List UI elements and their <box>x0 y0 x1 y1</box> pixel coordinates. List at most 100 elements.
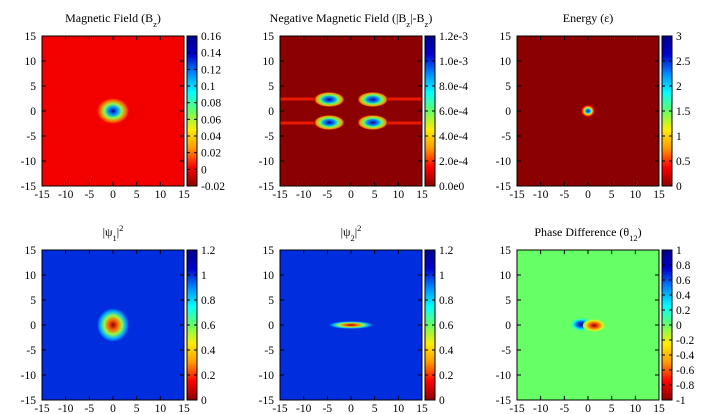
y-tick-label: 5 <box>30 295 36 307</box>
x-tick-label: 5 <box>609 403 615 414</box>
colorbar-label: 0.8 <box>439 295 454 307</box>
colorbar <box>187 36 197 186</box>
colorbar-label: 0.8 <box>201 295 216 307</box>
x-tick-label: 5 <box>134 403 140 414</box>
panel-title: Phase Difference (θ12) <box>534 225 641 243</box>
heatmap-lobe <box>314 115 345 130</box>
x-tick-label: -5 <box>323 189 333 201</box>
colorbar-label: 2.5 <box>676 56 691 68</box>
y-tick-label: 15 <box>500 245 512 257</box>
x-tick-label: 0 <box>348 403 354 414</box>
colorbar-label: -0.6 <box>676 365 694 377</box>
colorbar-label: 1 <box>676 131 682 143</box>
x-tick-label: -10 <box>533 403 549 414</box>
heatmap-core <box>328 321 374 329</box>
heatmap-lobe-negative <box>582 319 606 332</box>
colorbar-label: 0.12 <box>201 64 221 76</box>
colorbar-label: 8.0e-4 <box>439 81 468 93</box>
x-tick-label: 15 <box>178 403 190 414</box>
colorbar-label: 0 <box>439 395 445 407</box>
x-tick-label: 10 <box>393 189 405 201</box>
y-tick-label: 15 <box>25 31 37 43</box>
colorbar-label: 0.6 <box>676 275 691 287</box>
x-tick-label: 10 <box>630 189 642 201</box>
panel-title: Magnetic Field (Bz) <box>65 11 161 29</box>
x-tick-label: -15 <box>272 403 288 414</box>
x-tick-label: -5 <box>85 189 95 201</box>
x-tick-label: 0 <box>585 403 591 414</box>
y-tick-label: -15 <box>496 181 512 193</box>
heatmap-streak <box>374 121 422 125</box>
colorbar <box>187 250 197 400</box>
colorbar-label: 1.2e-3 <box>439 31 468 43</box>
colorbar-label: 0.5 <box>676 156 691 168</box>
colorbar-label: 3 <box>676 31 682 43</box>
heatmap-peak <box>580 104 596 118</box>
x-tick-label: -10 <box>58 189 74 201</box>
x-tick-label: 5 <box>372 403 378 414</box>
colorbar-label: -0.02 <box>201 181 225 193</box>
y-tick-label: -15 <box>496 395 512 407</box>
x-tick-label: 15 <box>416 189 428 201</box>
y-tick-label: -15 <box>259 395 275 407</box>
y-tick-label: 0 <box>505 320 511 332</box>
colorbar-label: 0.04 <box>201 131 221 143</box>
y-tick-label: 15 <box>25 245 37 257</box>
colorbar-label: 0.8 <box>676 260 691 272</box>
y-tick-label: 0 <box>268 106 274 118</box>
x-tick-label: -15 <box>272 189 288 201</box>
y-tick-label: -10 <box>496 156 512 168</box>
x-tick-label: -10 <box>296 403 312 414</box>
y-tick-label: 0 <box>30 320 36 332</box>
x-tick-label: 5 <box>134 189 140 201</box>
y-tick-label: -10 <box>21 156 37 168</box>
heatmap-streak <box>374 97 422 101</box>
colorbar-label: 1.0e-3 <box>439 56 468 68</box>
panel-title: |ψ1|2 <box>103 223 124 243</box>
colorbar-label: 0.2 <box>676 305 691 317</box>
y-tick-label: -10 <box>496 370 512 382</box>
x-tick-label: 15 <box>178 189 190 201</box>
x-tick-label: 10 <box>393 403 405 414</box>
x-tick-label: 15 <box>653 189 665 201</box>
colorbar-label: 0.4 <box>201 345 216 357</box>
x-tick-label: -15 <box>34 403 50 414</box>
x-tick-label: 10 <box>630 403 642 414</box>
x-tick-label: -5 <box>560 403 570 414</box>
colorbar-label: 6.0e-4 <box>439 106 468 118</box>
x-tick-label: -5 <box>85 403 95 414</box>
colorbar-label: 4.0e-4 <box>439 131 468 143</box>
y-tick-label: -10 <box>259 370 275 382</box>
x-tick-label: 0 <box>348 189 354 201</box>
colorbar-label: 0.02 <box>201 148 221 160</box>
heatmap-streak <box>280 97 328 101</box>
y-tick-label: 10 <box>500 56 512 68</box>
colorbar-label: 0.6 <box>201 320 216 332</box>
heatmap-background <box>280 36 422 186</box>
colorbar-label: 0.08 <box>201 98 221 110</box>
y-tick-label: 5 <box>268 295 274 307</box>
colorbar-label: 0.2 <box>439 370 454 382</box>
y-tick-label: 10 <box>263 270 275 282</box>
x-tick-label: 0 <box>110 403 116 414</box>
y-tick-label: 15 <box>263 31 275 43</box>
colorbar-label: 0 <box>201 164 207 176</box>
y-tick-label: 10 <box>25 56 37 68</box>
heatmap-lobe <box>357 92 388 107</box>
heatmap-core <box>97 308 129 342</box>
colorbar-frame <box>186 35 198 187</box>
x-tick-label: -5 <box>560 189 570 201</box>
heatmap-peak <box>97 98 129 124</box>
colorbar-label: 0.1 <box>201 81 216 93</box>
panel-4: -15 -10 -5 0 5 10 15 -15 -10 -5 0 5 10 15 |ψ1|2 1.2 1 0.8… <box>21 223 216 414</box>
x-tick-label: 0 <box>110 189 116 201</box>
y-tick-label: 15 <box>263 245 275 257</box>
y-tick-label: -5 <box>501 345 511 357</box>
colorbar <box>425 36 435 186</box>
colorbar-label: 0 <box>676 181 682 193</box>
x-tick-label: -15 <box>509 189 525 201</box>
colorbar <box>662 250 672 400</box>
